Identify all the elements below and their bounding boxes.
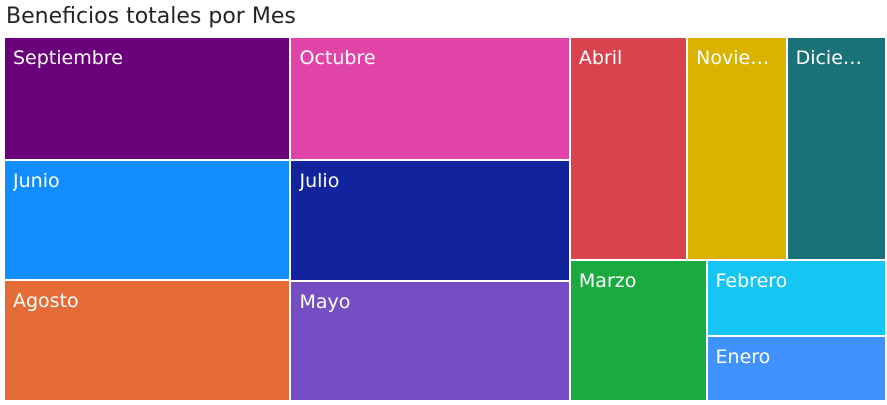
tile-marzo[interactable]: Marzo (569, 259, 707, 401)
tile-agosto[interactable]: Agosto (4, 280, 291, 401)
tile-julio[interactable]: Julio (290, 159, 570, 282)
tile-noviembre[interactable]: Noviem... (687, 37, 787, 260)
tile-label-marzo: Marzo (578, 269, 637, 292)
tile-label-diciembre: Diciem... (795, 47, 879, 69)
tile-febrero[interactable]: Febrero (706, 259, 886, 337)
tile-enero[interactable]: Enero (706, 336, 886, 401)
tile-abril[interactable]: Abril (569, 37, 688, 260)
tile-label-enero: Enero (715, 346, 771, 369)
tile-label-julio: Julio (299, 169, 340, 192)
tile-label-junio: Junio (13, 169, 60, 192)
tile-octubre[interactable]: Octubre (290, 37, 570, 160)
chart-title: Beneficios totales por Mes (6, 4, 296, 29)
tile-diciembre[interactable]: Diciem... (786, 37, 886, 260)
tile-junio[interactable]: Junio (4, 159, 291, 281)
tile-mayo[interactable]: Mayo (290, 281, 570, 401)
tile-label-agosto: Agosto (13, 290, 79, 313)
tile-septiembre[interactable]: Septiembre (4, 37, 291, 160)
tile-label-febrero: Febrero (715, 269, 788, 292)
tile-label-septiembre: Septiembre (13, 47, 123, 69)
tile-label-abril: Abril (578, 47, 623, 69)
tile-label-octubre: Octubre (299, 47, 376, 69)
tile-label-noviembre: Noviem... (696, 47, 780, 69)
tile-label-mayo: Mayo (299, 291, 351, 314)
